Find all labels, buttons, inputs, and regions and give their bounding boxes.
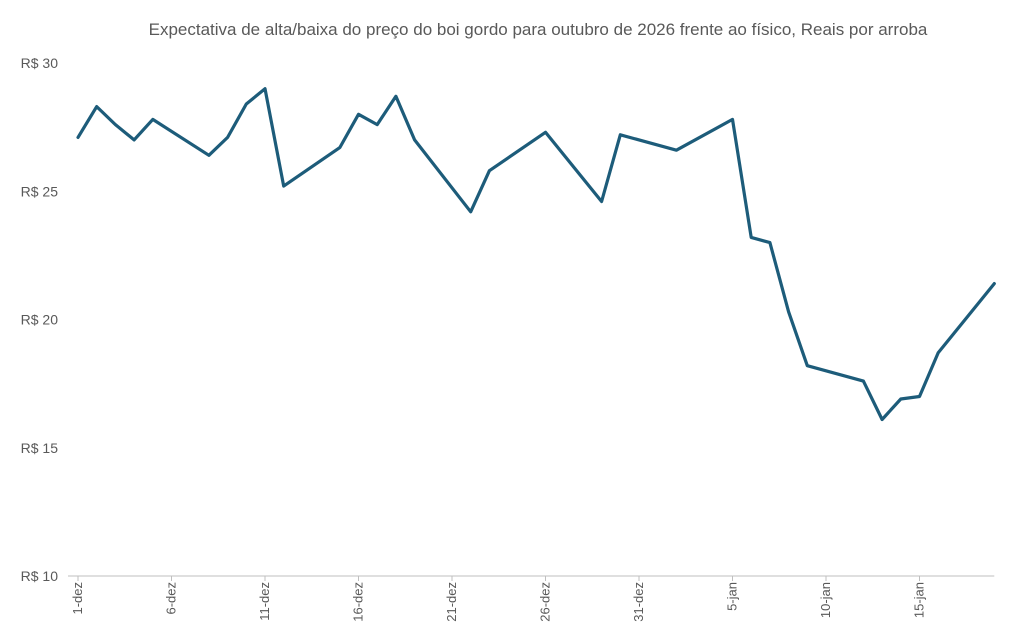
- x-axis-ticks: 1-dez 6-dez 11-dez 16-dez 21-dez 26-dez 31-dez…: [70, 576, 927, 622]
- x-tick-label: 21-dez: [444, 582, 459, 622]
- x-tick-label: 1-dez: [70, 582, 85, 615]
- y-tick-label: R$ 25: [21, 183, 59, 199]
- y-tick-label: R$ 10: [21, 568, 59, 584]
- x-tick-label: 5-jan: [725, 582, 740, 611]
- x-tick-label: 11-dez: [257, 582, 272, 621]
- series-group: [76, 87, 996, 422]
- x-tick-label: 31-dez: [631, 582, 646, 622]
- y-tick-label: R$ 30: [21, 55, 59, 71]
- y-axis-ticks: R$ 10 R$ 15 R$ 20 R$ 25 R$ 30: [21, 55, 59, 584]
- y-tick-label: R$ 20: [21, 312, 59, 328]
- x-tick-label: 16-dez: [351, 582, 366, 622]
- series-line-0: [76, 87, 996, 422]
- x-tick-label: 10-jan: [818, 582, 833, 618]
- x-tick-label: 6-dez: [164, 582, 179, 615]
- x-tick-label: 26-dez: [538, 582, 553, 622]
- y-tick-label: R$ 15: [21, 440, 59, 456]
- x-tick-label: 15-jan: [912, 582, 927, 618]
- chart-title: Expectativa de alta/baixa do preço do bo…: [149, 20, 928, 39]
